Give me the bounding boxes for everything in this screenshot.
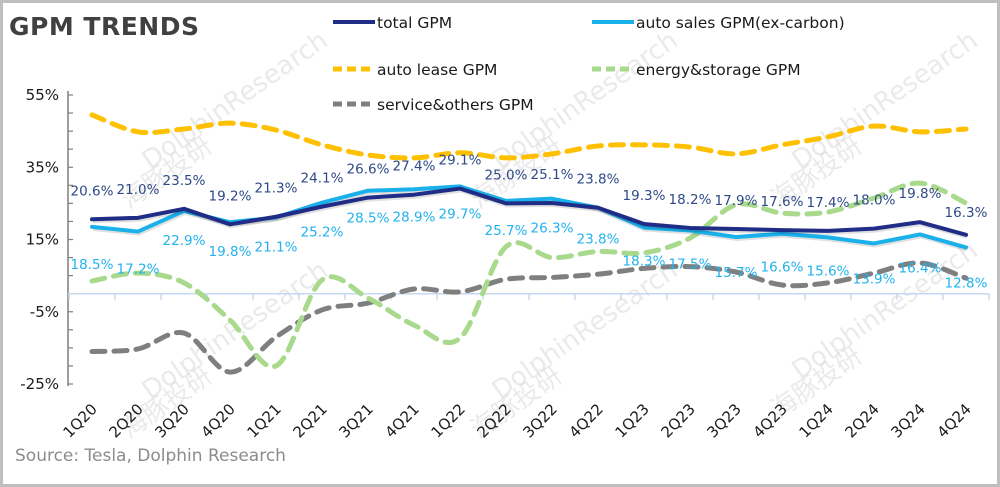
- legend-label: auto sales GPM(ex-carbon): [636, 14, 845, 32]
- data-label-auto-sales-gpm: 16.4%: [899, 260, 942, 276]
- x-tick-label: 2Q21: [290, 400, 331, 441]
- watermark-text: DolphinResearch: [137, 25, 334, 175]
- legend: total GPM auto sales GPM(ex-carbon) auto l…: [333, 14, 845, 114]
- y-tick-label: -5%: [30, 303, 59, 321]
- legend-item: auto sales GPM(ex-carbon): [592, 14, 845, 32]
- data-label-total-gpm: 18.0%: [853, 193, 896, 209]
- data-label-total-gpm: 21.3%: [255, 181, 298, 197]
- data-label-total-gpm: 17.4%: [807, 195, 850, 211]
- data-label-auto-sales-gpm: 13.9%: [853, 271, 896, 287]
- data-label-total-gpm: 23.5%: [163, 173, 206, 189]
- data-label-auto-sales-gpm: 23.8%: [577, 232, 620, 248]
- data-label-total-gpm: 16.3%: [945, 205, 988, 221]
- source-note: Source: Tesla, Dolphin Research: [15, 446, 286, 466]
- series-layer: [89, 112, 969, 375]
- data-label-auto-sales-gpm: 21.1%: [255, 239, 298, 255]
- x-tick-label: 2Q24: [842, 400, 883, 441]
- legend-item: total GPM: [333, 14, 452, 32]
- data-label-total-gpm: 17.6%: [761, 194, 804, 210]
- y-tick-label: -25%: [20, 375, 59, 393]
- data-label-auto-sales-gpm: 25.2%: [301, 225, 344, 241]
- series-line-total-gpm: [90, 186, 968, 237]
- data-label-auto-sales-gpm: 28.5%: [347, 211, 390, 227]
- y-tick-label: 55%: [26, 86, 59, 104]
- data-label-total-gpm: 29.1%: [439, 153, 482, 169]
- data-label-auto-sales-gpm: 15.6%: [807, 263, 850, 279]
- data-label-total-gpm: 25.1%: [531, 167, 574, 183]
- x-tick-label: 1Q21: [244, 400, 285, 441]
- legend-label: service&others GPM: [377, 96, 534, 114]
- data-label-auto-sales-gpm: 15.7%: [715, 265, 758, 281]
- data-label-total-gpm: 27.4%: [393, 159, 436, 175]
- data-label-total-gpm: 17.9%: [715, 193, 758, 209]
- data-label-auto-sales-gpm: 29.7%: [439, 206, 482, 222]
- chart-title: GPM TRENDS: [9, 12, 200, 41]
- data-label-auto-sales-gpm: 26.3%: [531, 221, 574, 237]
- legend-item: energy&storage GPM: [592, 61, 801, 79]
- data-label-total-gpm: 19.8%: [899, 186, 942, 202]
- watermark-text: DolphinResearch: [787, 235, 984, 385]
- x-tick-label: 2Q23: [658, 400, 699, 441]
- legend-item: auto lease GPM: [333, 61, 497, 79]
- y-tick-label: 35%: [26, 158, 59, 176]
- data-label-auto-sales-gpm: 18.3%: [623, 254, 666, 270]
- series-line-service-others-gpm: [89, 260, 969, 375]
- series-line-energy-storage-gpm: [89, 180, 969, 370]
- x-tick-label: 1Q20: [60, 400, 101, 441]
- data-label-total-gpm: 25.0%: [485, 167, 528, 183]
- legend-label: total GPM: [377, 14, 452, 32]
- data-label-total-gpm: 26.6%: [347, 162, 390, 178]
- data-label-total-gpm: 23.8%: [577, 172, 620, 188]
- watermark-text: DolphinResearch: [787, 25, 984, 175]
- data-label-total-gpm: 20.6%: [71, 183, 114, 199]
- legend-label: auto lease GPM: [377, 61, 497, 79]
- x-tick-label: 3Q21: [336, 400, 377, 441]
- data-label-auto-sales-gpm: 16.6%: [761, 260, 804, 276]
- x-tick-label: 1Q22: [428, 400, 469, 441]
- data-labels: 20.6% 21.0%23.5%19.2% 21.3%24.1%26.6% 27.4%…: [71, 153, 988, 292]
- data-label-auto-sales-gpm: 12.8%: [945, 275, 988, 291]
- data-label-total-gpm: 21.0%: [117, 182, 160, 198]
- data-label-total-gpm: 19.2%: [209, 188, 252, 204]
- x-tick-label: 4Q22: [566, 400, 607, 441]
- data-label-auto-sales-gpm: 17.2%: [117, 262, 160, 278]
- x-tick-label: 3Q23: [704, 400, 745, 441]
- x-tick-label: 4Q20: [198, 400, 239, 441]
- y-tick-label: 15%: [26, 231, 59, 249]
- series-line-auto-lease-gpm: [89, 112, 969, 161]
- data-label-auto-sales-gpm: 28.9%: [393, 209, 436, 225]
- data-label-auto-sales-gpm: 25.7%: [485, 223, 528, 239]
- x-tick-label: 4Q24: [934, 400, 975, 441]
- legend-item: service&others GPM: [333, 96, 534, 114]
- data-label-total-gpm: 24.1%: [301, 171, 344, 187]
- x-tick-label: 1Q23: [612, 400, 653, 441]
- data-label-total-gpm: 19.3%: [623, 188, 666, 204]
- x-tick-label: 4Q21: [382, 400, 423, 441]
- data-label-auto-sales-gpm: 19.8%: [209, 244, 252, 260]
- legend-label: energy&storage GPM: [636, 61, 801, 79]
- data-label-auto-sales-gpm: 18.5%: [71, 257, 114, 273]
- data-label-auto-sales-gpm: 17.5%: [669, 256, 712, 272]
- data-label-total-gpm: 18.2%: [669, 192, 712, 208]
- data-label-auto-sales-gpm: 22.9%: [163, 233, 206, 249]
- x-tick-label: 3Q24: [888, 400, 929, 441]
